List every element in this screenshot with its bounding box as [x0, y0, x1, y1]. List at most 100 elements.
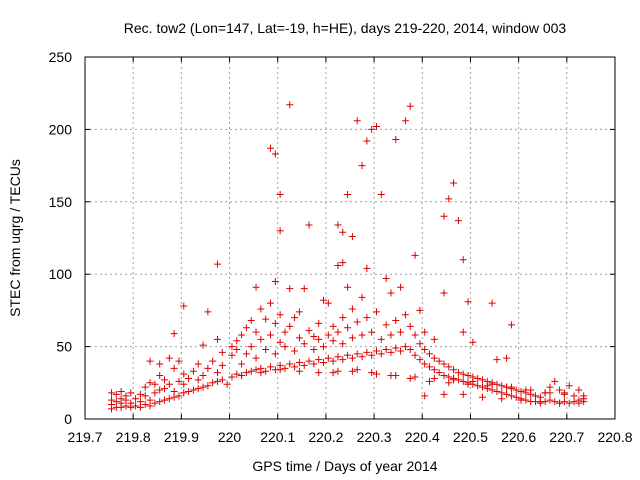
data-point [469, 377, 477, 385]
data-point [565, 382, 573, 390]
data-point [315, 319, 323, 327]
data-point [565, 399, 573, 407]
data-point [175, 357, 183, 365]
data-point [353, 117, 361, 125]
data-point [392, 136, 400, 144]
data-point [204, 382, 212, 390]
data-point [112, 398, 120, 406]
data-point [411, 251, 419, 259]
data-point [209, 379, 217, 387]
data-point [382, 275, 390, 283]
data-point [570, 392, 578, 400]
data-point [141, 383, 149, 391]
data-point [344, 324, 352, 332]
data-point [517, 387, 525, 395]
data-point [411, 373, 419, 381]
data-point [127, 389, 135, 397]
data-point [305, 357, 313, 365]
data-point [146, 396, 154, 404]
data-point [512, 393, 520, 401]
data-point [377, 191, 385, 199]
data-point [233, 370, 241, 378]
y-axis-ticks: 0 50 100 150 200 250 [49, 49, 615, 427]
data-point [233, 345, 241, 353]
data-point [247, 317, 255, 325]
y-tick-label: 50 [56, 339, 72, 355]
data-point [315, 356, 323, 364]
data-point [122, 392, 130, 400]
plot-frame [84, 56, 616, 420]
data-point [276, 227, 284, 235]
data-point [348, 334, 356, 342]
data-point [387, 348, 395, 356]
data-point [127, 399, 135, 407]
data-point [580, 392, 588, 400]
data-point [228, 343, 236, 351]
data-point [406, 345, 414, 353]
data-point [329, 369, 337, 377]
data-point [170, 387, 178, 395]
data-point [291, 363, 299, 371]
x-tick-label: 220.5 [453, 429, 488, 445]
data-point [214, 377, 221, 385]
data-point [204, 364, 212, 372]
data-point [214, 335, 221, 343]
data-point [238, 331, 246, 339]
data-point [503, 383, 511, 391]
data-point [262, 315, 270, 323]
data-point [363, 264, 371, 272]
data-point [426, 363, 433, 371]
data-point [136, 390, 144, 398]
data-point [464, 380, 472, 388]
data-point [257, 335, 265, 343]
data-point [199, 341, 207, 349]
data-point [450, 376, 458, 384]
data-point [247, 343, 255, 351]
data-point [286, 322, 294, 330]
data-point [368, 369, 376, 377]
data-point [315, 335, 323, 343]
data-point [175, 377, 183, 385]
data-point [440, 212, 448, 220]
data-point [348, 354, 356, 362]
data-point [358, 331, 366, 339]
data-point [440, 372, 448, 380]
data-point [401, 311, 409, 319]
data-point [324, 299, 332, 307]
data-point [411, 331, 419, 339]
data-point [218, 348, 226, 356]
data-point [459, 328, 467, 336]
data-point [401, 343, 409, 351]
data-point [488, 380, 496, 388]
data-point [575, 386, 583, 394]
data-point [238, 372, 246, 380]
data-point [175, 392, 183, 400]
data-point [377, 350, 385, 358]
data-point [228, 373, 236, 381]
x-tick-label: 220.7 [549, 429, 584, 445]
data-point [291, 347, 299, 355]
data-point [353, 350, 361, 358]
data-point [156, 398, 164, 406]
data-point [189, 367, 197, 375]
data-point [421, 345, 429, 353]
data-point [575, 399, 583, 407]
data-point [464, 298, 472, 306]
data-point [300, 340, 308, 348]
data-point [392, 317, 400, 325]
data-point [310, 345, 318, 353]
data-point [426, 350, 433, 358]
data-point [242, 369, 250, 377]
y-tick-label: 200 [49, 121, 73, 137]
data-point [334, 221, 342, 229]
data-point [401, 117, 409, 125]
data-point [459, 370, 467, 378]
data-point [108, 396, 115, 404]
y-tick-label: 150 [49, 194, 73, 210]
data-point [339, 314, 347, 322]
data-point [262, 367, 270, 375]
data-point [474, 374, 482, 382]
data-point [165, 395, 173, 403]
data-point [450, 179, 458, 187]
